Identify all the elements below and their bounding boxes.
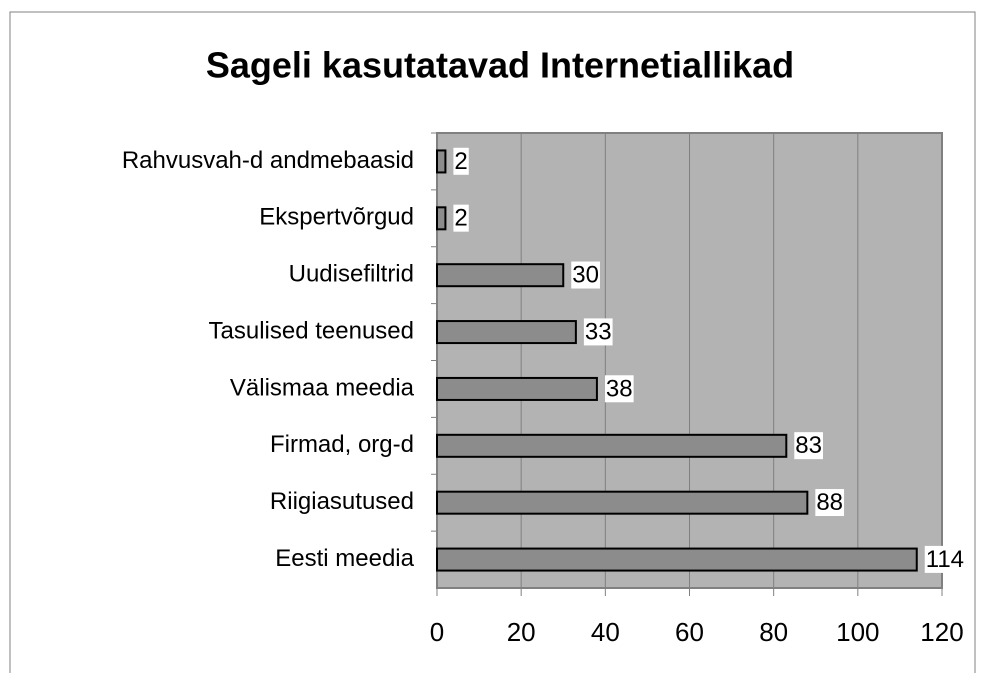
value-label-bg: [604, 375, 634, 403]
y-tick-label: Tasulised teenused: [209, 317, 414, 344]
y-tick-label: Välismaa meedia: [230, 374, 415, 401]
bar: [436, 149, 447, 174]
x-tick-label: 40: [591, 617, 620, 647]
x-tick-label: 20: [507, 617, 536, 647]
chart-title: Sageli kasutatavad Internetiallikad: [206, 45, 794, 86]
x-tick-label: 0: [430, 617, 444, 647]
x-tick-label: 100: [836, 617, 879, 647]
x-tick-label: 120: [920, 617, 963, 647]
y-tick-label: Riigiasutused: [270, 488, 414, 515]
value-label: 2: [454, 205, 467, 232]
y-tick-label: Rahvusvah-d andmebaasid: [122, 147, 414, 174]
value-label: 38: [606, 375, 633, 402]
bar: [436, 490, 809, 515]
value-label: 114: [926, 546, 964, 573]
value-label-bg: [794, 432, 823, 460]
bar: [436, 320, 577, 345]
y-tick-label: Firmad, org-d: [270, 431, 414, 458]
value-label-bg: [453, 204, 469, 232]
bar: [436, 263, 565, 288]
bar: [436, 376, 598, 401]
x-tick-label: 80: [759, 617, 788, 647]
value-label-bg: [815, 489, 845, 517]
value-label-bg: [571, 261, 600, 289]
value-label-bg: [453, 147, 469, 175]
y-tick-label: Eesti meedia: [275, 545, 414, 572]
bar: [436, 433, 788, 458]
y-tick-label: Ekspertvõrgud: [259, 204, 414, 231]
value-label: 33: [585, 318, 612, 345]
value-label: 2: [454, 148, 467, 175]
bar: [436, 206, 447, 231]
value-label: 30: [572, 262, 599, 289]
value-label: 88: [816, 489, 843, 516]
bar: [436, 547, 918, 572]
x-tick-label: 60: [675, 617, 704, 647]
value-label: 83: [795, 432, 822, 459]
value-label-bg: [583, 318, 613, 346]
y-tick-label: Uudisefiltrid: [289, 261, 414, 288]
value-label-bg: [924, 545, 966, 573]
